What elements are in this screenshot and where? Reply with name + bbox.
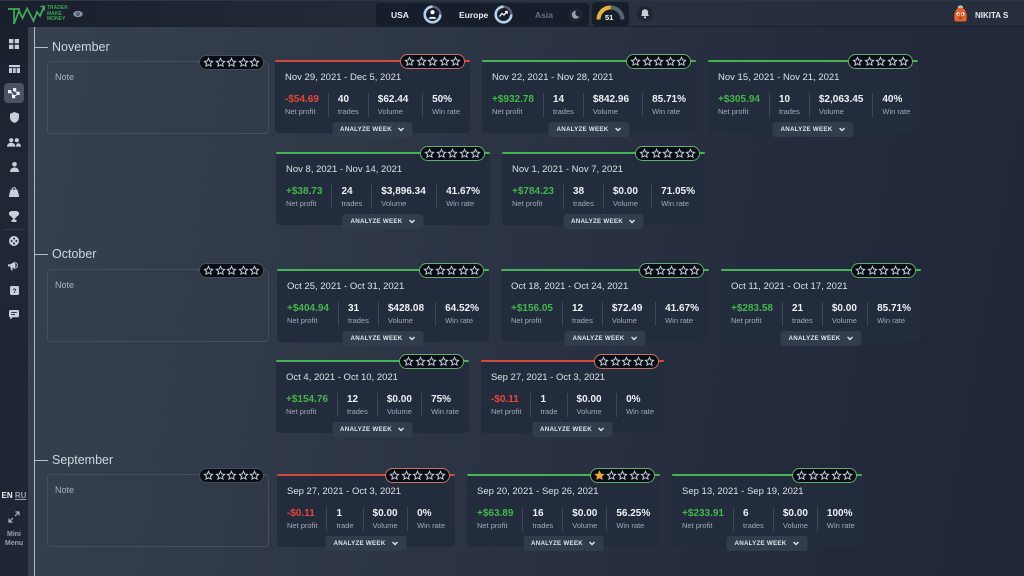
svg-text:?: ? — [13, 288, 17, 295]
